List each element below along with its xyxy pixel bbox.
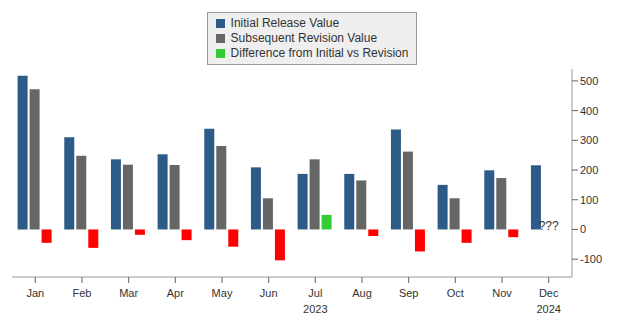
svg-text:Jan: Jan (26, 287, 44, 299)
svg-text:Jul: Jul (308, 287, 322, 299)
svg-text:300: 300 (580, 134, 598, 146)
svg-text:200: 200 (580, 164, 598, 176)
svg-text:Mar: Mar (119, 287, 138, 299)
svg-text:100: 100 (580, 194, 598, 206)
svg-text:400: 400 (580, 105, 598, 117)
svg-text:Nov: Nov (492, 287, 512, 299)
svg-text:Sep: Sep (399, 287, 419, 299)
svg-text:500: 500 (580, 75, 598, 87)
html-text:Difference from Initial vs Rev: Difference from Initial vs Revision (230, 46, 409, 60)
svg-text:Aug: Aug (352, 287, 372, 299)
svg-text:Oct: Oct (447, 287, 464, 299)
html-text:Initial Release Value: Initial Release Value (230, 16, 340, 30)
svg-text:May: May (212, 287, 233, 299)
svg-text:0: 0 (580, 223, 586, 235)
svg-text:Jun: Jun (260, 287, 278, 299)
svg-text:Dec: Dec (539, 287, 559, 299)
svg-text:???: ??? (539, 219, 559, 233)
svg-text:-100: -100 (580, 253, 602, 265)
svg-text:2023: 2023 (303, 303, 327, 313)
svg-text:2024: 2024 (536, 303, 560, 313)
svg-text:Feb: Feb (73, 287, 92, 299)
html-text:Subsequent Revision Value: Subsequent Revision Value (230, 31, 378, 45)
svg-text:Apr: Apr (167, 287, 184, 299)
